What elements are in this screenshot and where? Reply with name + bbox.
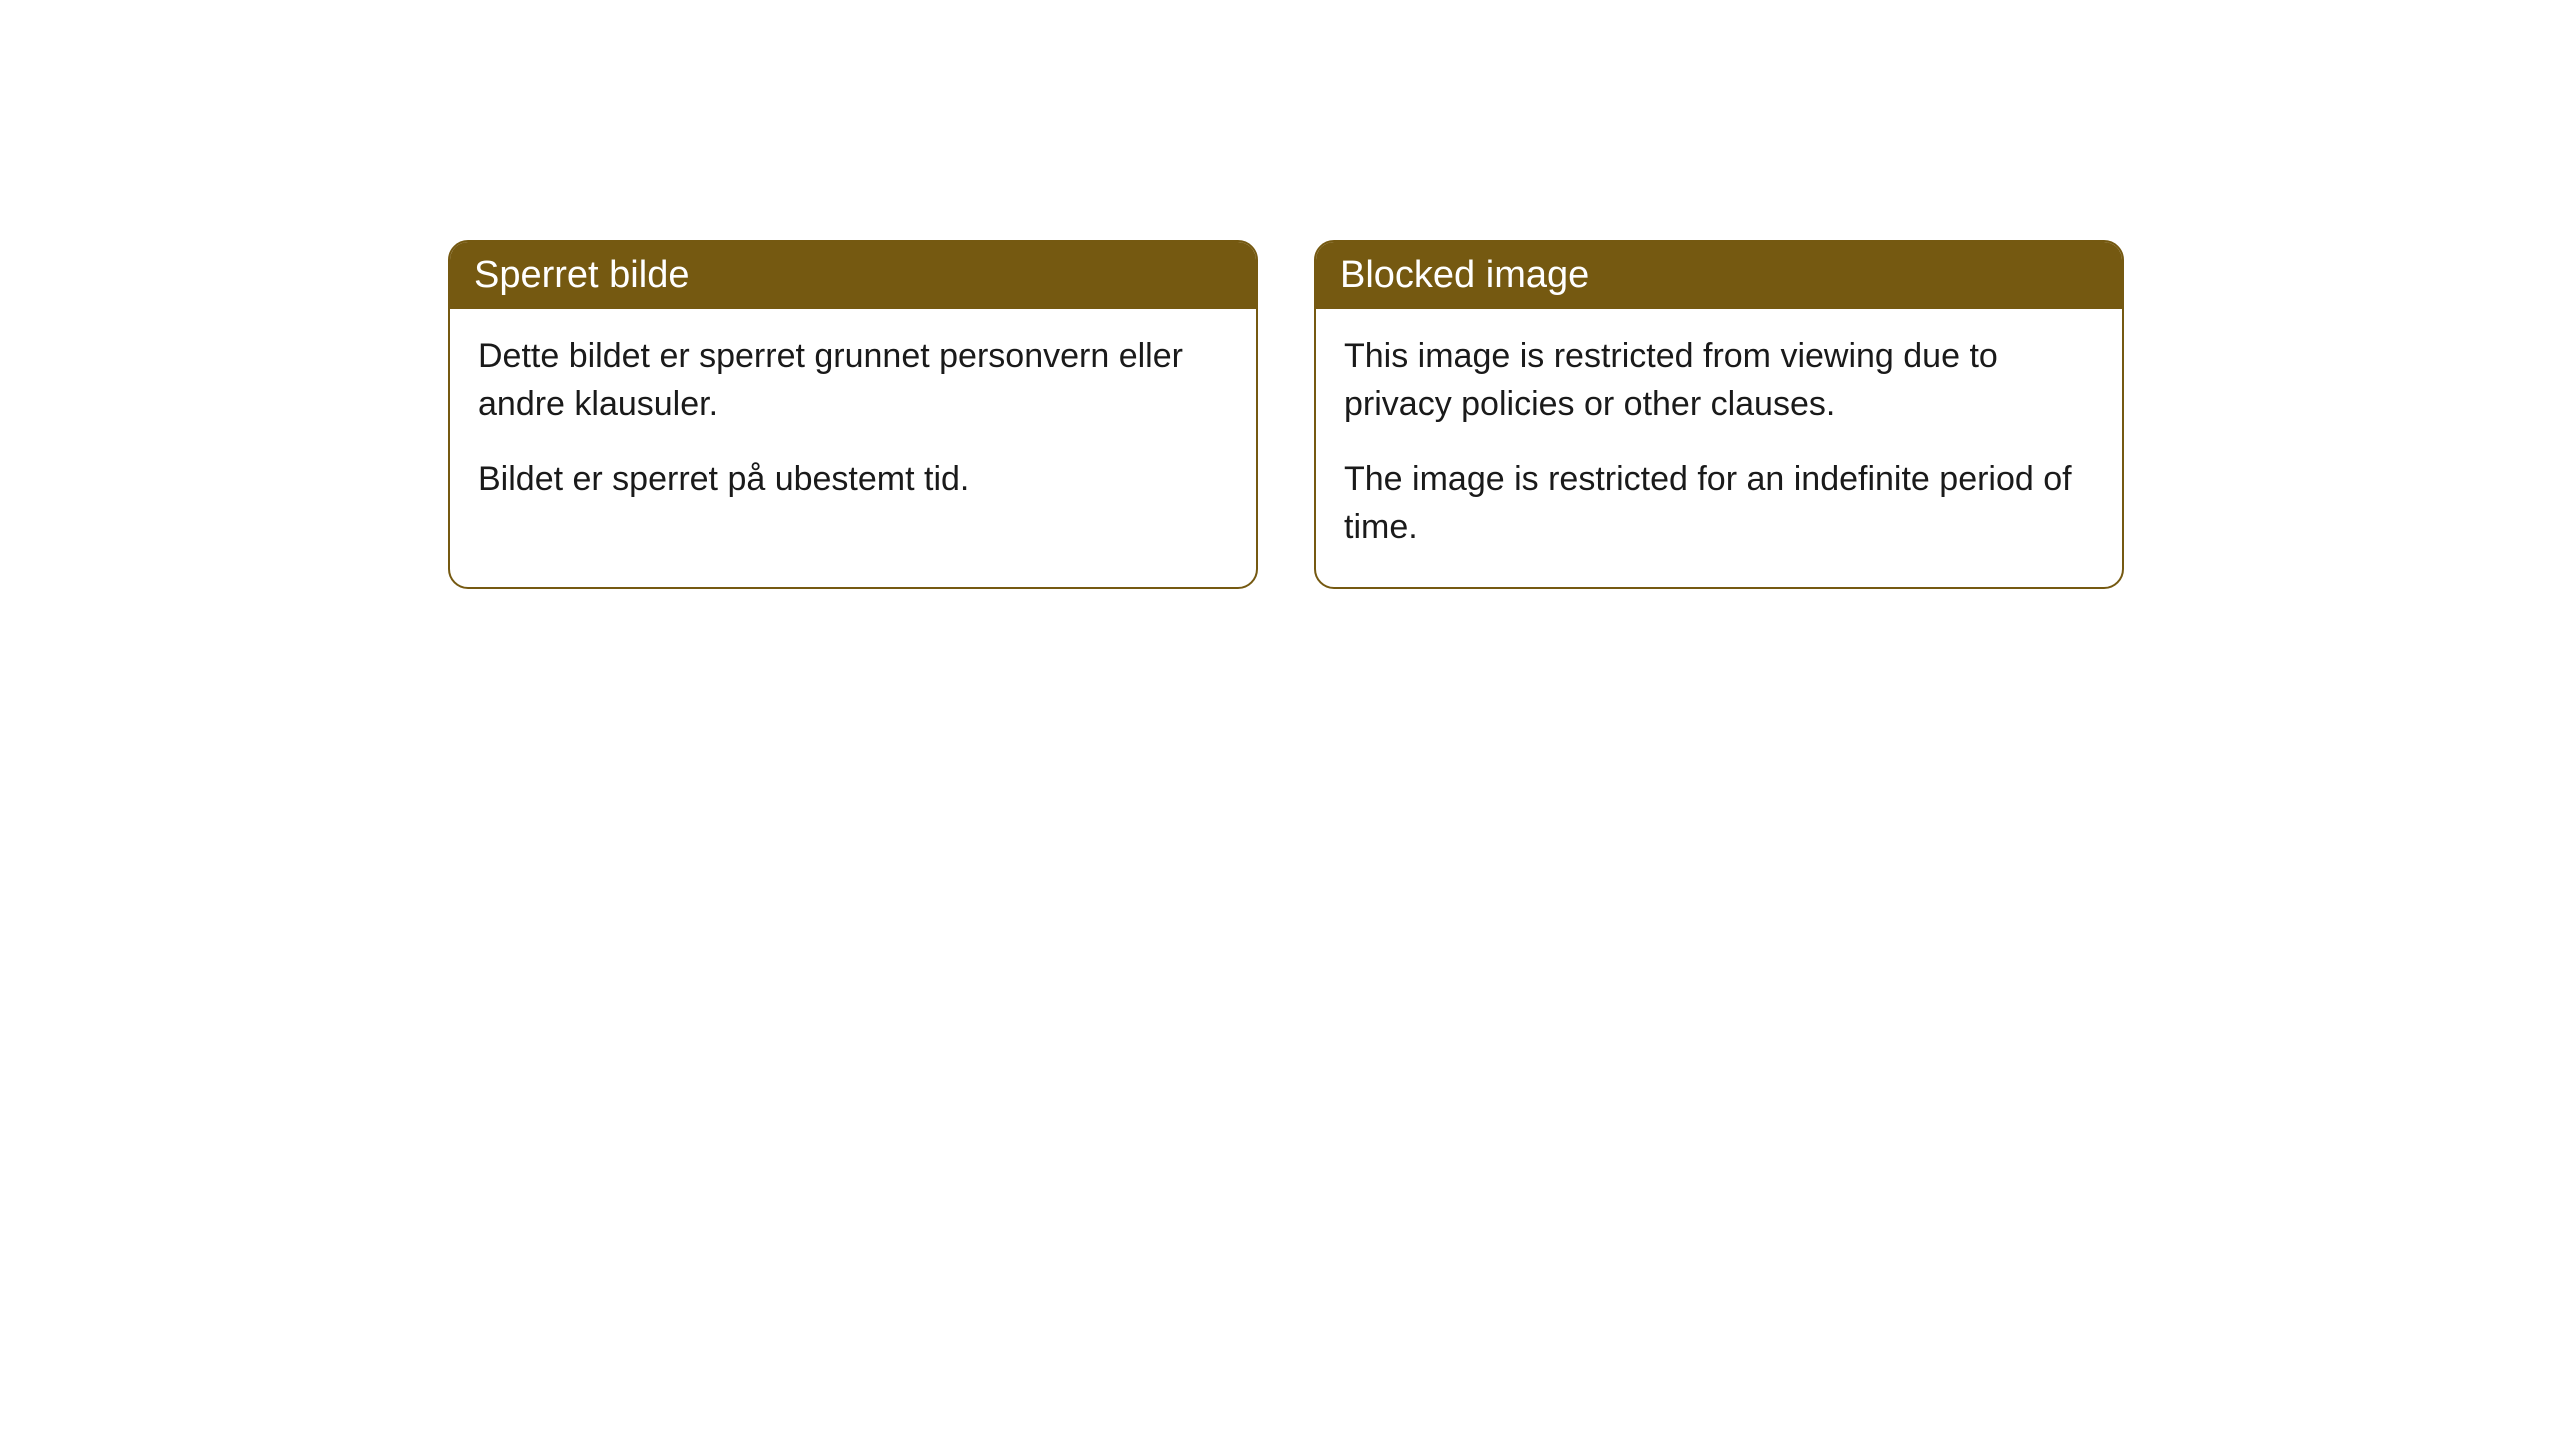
- cards-container: Sperret bilde Dette bildet er sperret gr…: [448, 240, 2124, 589]
- card-body-norwegian: Dette bildet er sperret grunnet personve…: [450, 309, 1256, 540]
- card-header-english: Blocked image: [1316, 242, 2122, 309]
- card-paragraph-2-norwegian: Bildet er sperret på ubestemt tid.: [478, 456, 1228, 504]
- card-paragraph-2-english: The image is restricted for an indefinit…: [1344, 456, 2094, 551]
- blocked-image-card-english: Blocked image This image is restricted f…: [1314, 240, 2124, 589]
- card-paragraph-1-english: This image is restricted from viewing du…: [1344, 333, 2094, 428]
- card-header-norwegian: Sperret bilde: [450, 242, 1256, 309]
- card-body-english: This image is restricted from viewing du…: [1316, 309, 2122, 587]
- blocked-image-card-norwegian: Sperret bilde Dette bildet er sperret gr…: [448, 240, 1258, 589]
- card-paragraph-1-norwegian: Dette bildet er sperret grunnet personve…: [478, 333, 1228, 428]
